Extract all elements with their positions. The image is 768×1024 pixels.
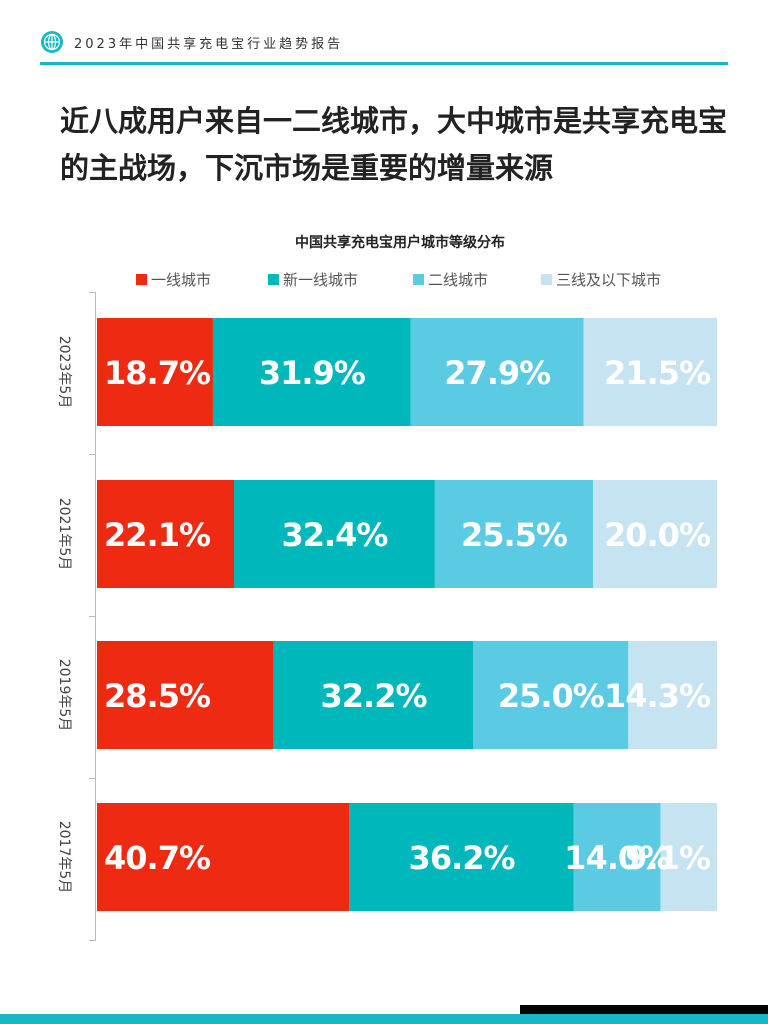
bar-segment-1-1: [234, 480, 435, 588]
category-label-3: 2017年5月: [56, 821, 72, 894]
headline-line-1: 近八成用户来自一二线城市，大中城市是共享充电宝: [60, 104, 728, 138]
category-label-2: 2019年5月: [56, 659, 72, 732]
footer-teal-bar: [0, 1014, 768, 1024]
data-label-3-3: 9.1%: [625, 839, 711, 877]
bar-segment-2-3: [628, 641, 717, 749]
legend-label-2: 二线城市: [428, 271, 488, 289]
data-label-3-0: 40.7%: [104, 839, 211, 877]
bar-segment-0-3: [583, 318, 717, 426]
globe-logo-icon: [41, 31, 63, 53]
bar-segment-2-2: [473, 641, 629, 749]
bar-segment-1-0: [97, 480, 235, 588]
bar-segment-3-3: [660, 803, 717, 911]
data-label-0-0: 18.7%: [104, 354, 211, 392]
data-label-2-0: 28.5%: [104, 677, 211, 715]
legend-swatch-1: [268, 274, 279, 285]
footer-black-bar: [520, 1005, 768, 1014]
bar-segment-2-1: [273, 641, 474, 749]
legend-label-1: 新一线城市: [283, 271, 358, 289]
data-label-0-2: 27.9%: [444, 354, 551, 392]
header-divider: [40, 62, 728, 65]
data-label-2-1: 32.2%: [321, 677, 428, 715]
data-label-0-3: 21.5%: [604, 354, 711, 392]
bar-segment-1-3: [593, 480, 717, 588]
bar-segment-3-2: [573, 803, 661, 911]
headline-line-2: 的主战场，下沉市场是重要的增量来源: [60, 151, 554, 185]
bar-segment-0-0: [97, 318, 213, 426]
legend-label-3: 三线及以下城市: [556, 271, 661, 289]
data-label-2-3: 14.3%: [604, 677, 711, 715]
page-headline: 近八成用户来自一二线城市，大中城市是共享充电宝 的主战场，下沉市场是重要的增量来…: [60, 98, 740, 192]
data-label-1-0: 22.1%: [104, 516, 211, 554]
legend-swatch-2: [413, 274, 424, 285]
report-title: 2023年中国共享充电宝行业趋势报告: [74, 37, 344, 52]
bar-segment-3-0: [97, 803, 350, 911]
legend-label-0: 一线城市: [151, 271, 211, 289]
data-label-0-1: 31.9%: [259, 354, 366, 392]
data-label-3-2: 14.0%: [564, 839, 671, 877]
bar-segment-1-2: [434, 480, 593, 588]
bar-segment-2-0: [97, 641, 274, 749]
legend-swatch-3: [541, 274, 552, 285]
data-label-1-3: 20.0%: [604, 516, 711, 554]
chart-title: 中国共享充电宝用户城市等级分布: [295, 234, 505, 251]
data-label-1-1: 32.4%: [281, 516, 388, 554]
bar-segment-3-1: [349, 803, 574, 911]
category-label-1: 2021年5月: [56, 498, 72, 571]
data-label-1-2: 25.5%: [461, 516, 568, 554]
data-label-3-1: 36.2%: [409, 839, 516, 877]
data-label-2-2: 25.0%: [498, 677, 605, 715]
bar-segment-0-1: [212, 318, 411, 426]
legend-swatch-0: [136, 274, 147, 285]
category-label-0: 2023年5月: [56, 336, 72, 409]
bar-segment-0-2: [410, 318, 584, 426]
